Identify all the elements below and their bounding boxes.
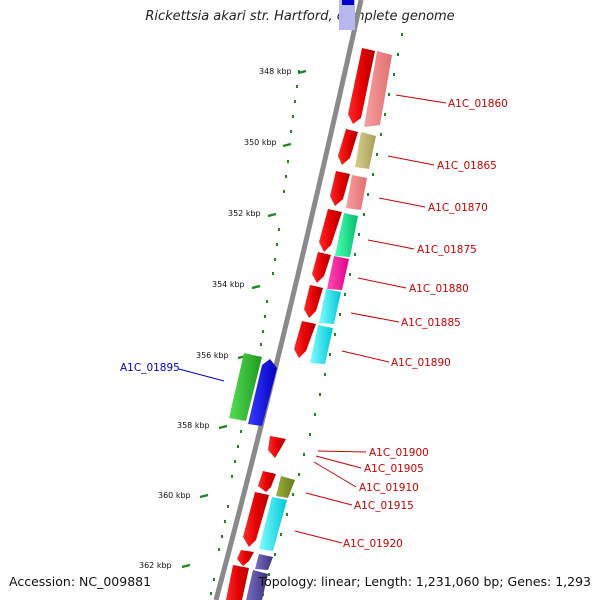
gene-shape-01860b (364, 51, 392, 127)
scale-label: 350 kbp (244, 138, 277, 147)
gene-shape-01900 (268, 436, 286, 458)
gene-label-a1c-01890[interactable]: A1C_01890 (391, 357, 451, 369)
gene-label-a1c-01880[interactable]: A1C_01880 (409, 283, 469, 295)
gene-label-a1c-01900[interactable]: A1C_01900 (369, 447, 429, 459)
scale-label: 354 kbp (212, 280, 245, 289)
gene-shape-01895b (248, 359, 277, 426)
gene-label-a1c-01865[interactable]: A1C_01865 (437, 160, 497, 172)
gene-shape-01860a (348, 48, 375, 124)
gene-shape-01915a (243, 492, 269, 547)
gene-shape-01875a (319, 209, 342, 252)
gene-leader-lines (178, 94, 447, 544)
partial-gene-top (339, 0, 355, 30)
scale-label: 352 kbp (228, 209, 261, 218)
scale-label: 362 kbp (139, 561, 172, 570)
gene-label-a1c-01905[interactable]: A1C_01905 (364, 463, 424, 475)
gene-label-a1c-01860[interactable]: A1C_01860 (448, 98, 508, 110)
scale-label: 348 kbp (259, 67, 292, 76)
gene-shape-bottom-a (226, 565, 249, 600)
gene-shape-01910b (276, 476, 295, 498)
gene-shape-01920b (255, 554, 273, 570)
scale-label: 358 kbp (177, 421, 210, 430)
gene-labels: A1C_01860 A1C_01865 A1C_01870 A1C_01875 … (120, 98, 508, 550)
genome-backbone (213, 0, 364, 600)
gene-shape-01875b (335, 213, 358, 257)
gene-label-a1c-01875[interactable]: A1C_01875 (417, 244, 477, 256)
accession-text: Accession: NC_009881 (9, 574, 152, 589)
gene-label-a1c-01920[interactable]: A1C_01920 (343, 538, 403, 550)
gene-shape-01865b (355, 132, 376, 169)
scale-label: 360 kbp (158, 491, 191, 500)
partial-gene-top-blue (342, 0, 354, 5)
gene-shape-01910a (258, 471, 276, 492)
gene-shape-01865a (338, 129, 358, 165)
map-title: Rickettsia akari str. Hartford, complete… (145, 9, 455, 24)
gene-shape-01890b (310, 325, 333, 364)
gene-shape-01870a (330, 171, 350, 206)
scale-label: 356 kbp (196, 351, 229, 360)
genome-summary-text: Topology: linear; Length: 1,231,060 bp; … (258, 574, 591, 589)
gene-label-a1c-01885[interactable]: A1C_01885 (401, 317, 461, 329)
gene-shape-01880b (327, 256, 349, 290)
gene-shape-01880a (312, 252, 331, 283)
gene-shape-bottom-b (246, 570, 268, 600)
scale-labels: 348 kbp 350 kbp 352 kbp 354 kbp 356 kbp … (139, 67, 292, 570)
gene-shape-01915b (259, 497, 287, 551)
reverse-gene-pair (229, 353, 277, 426)
gene-shape-01890a (294, 321, 316, 358)
gene-shape-01885a (304, 285, 323, 318)
red-gene-column (226, 48, 392, 600)
gene-shape-01895a (229, 353, 262, 421)
gene-shape-01885b (319, 289, 341, 324)
gene-label-a1c-01910[interactable]: A1C_01910 (359, 482, 419, 494)
gene-shape-01920a (237, 550, 254, 566)
gene-label-a1c-01895[interactable]: A1C_01895 (120, 362, 180, 374)
gene-label-a1c-01870[interactable]: A1C_01870 (428, 202, 488, 214)
gene-label-a1c-01915[interactable]: A1C_01915 (354, 500, 414, 512)
scale-track-dots (210, 70, 300, 595)
gene-shape-01870b (346, 175, 367, 210)
